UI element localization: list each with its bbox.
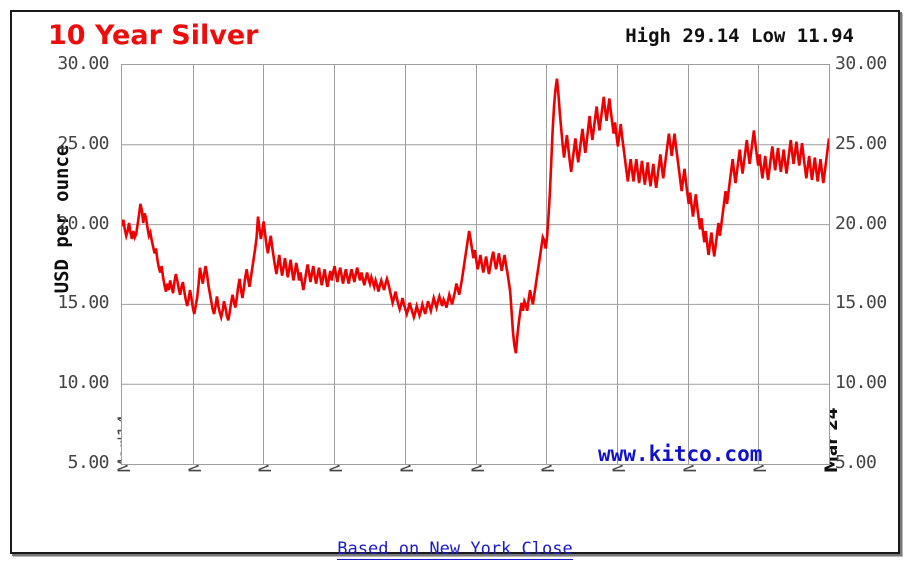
y-tick-label-left: 30.00 — [57, 53, 109, 74]
kitco-watermark[interactable]: www.kitco.com — [598, 442, 763, 466]
gridlines — [122, 65, 829, 464]
footer-note[interactable]: Based on New York Close — [12, 539, 898, 560]
chart-frame: 10 Year Silver High 29.14 Low 11.94 USD … — [10, 10, 900, 560]
plot-area — [121, 64, 830, 465]
y-tick-label-right: 30.00 — [835, 53, 887, 74]
y-tick-label-left: 25.00 — [57, 132, 109, 154]
y-tick-label-right: 25.00 — [835, 132, 887, 154]
chart-canvas: 10 Year Silver High 29.14 Low 11.94 USD … — [12, 12, 898, 560]
high-low-readout: High 29.14 Low 11.94 — [625, 25, 854, 47]
y-tick-label-right: 20.00 — [835, 212, 887, 234]
y-tick-label-left: 20.00 — [57, 212, 109, 234]
y-tick-label-left: 10.00 — [57, 372, 109, 394]
footer-note-label: Based on New York Close — [337, 539, 573, 560]
y-tick-label-left: 15.00 — [57, 292, 109, 314]
price-line-chart — [122, 65, 829, 464]
y-tick-label-right: 15.00 — [835, 292, 887, 314]
silver-price-line — [122, 78, 829, 354]
y-tick-label-left: 5.00 — [67, 452, 110, 473]
y-tick-label-right: 5.00 — [835, 452, 877, 473]
page-title: 10 Year Silver — [48, 20, 259, 51]
y-tick-label-right: 10.00 — [835, 372, 887, 394]
